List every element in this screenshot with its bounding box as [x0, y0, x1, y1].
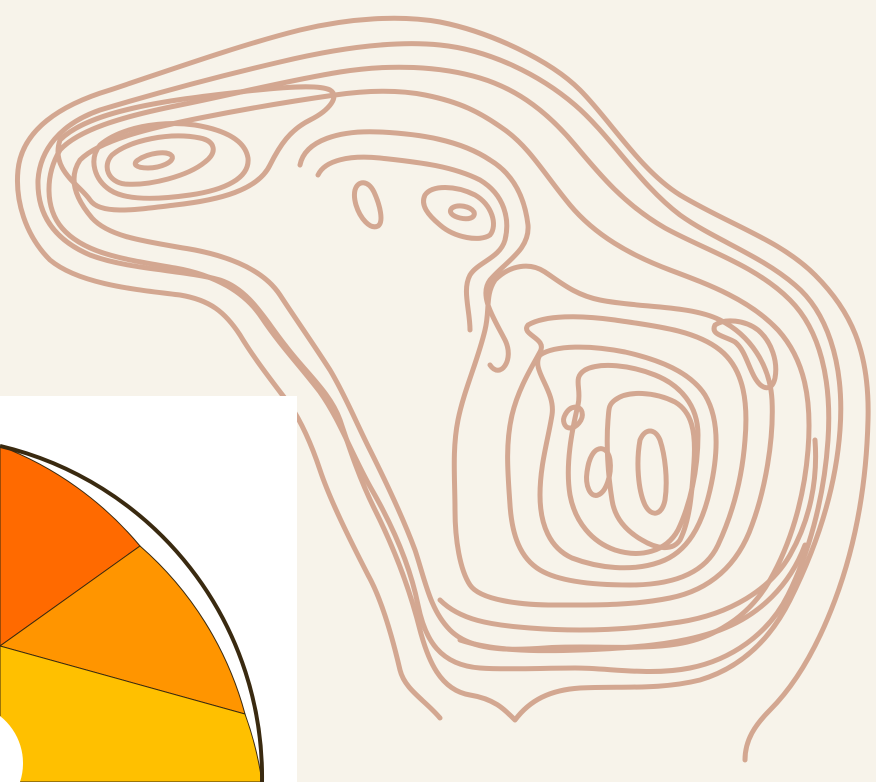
- contour-line: [447, 203, 477, 222]
- contour-line: [584, 446, 613, 498]
- wheel-segment: [0, 645, 263, 782]
- contour-line: [457, 542, 808, 654]
- contour-line: [104, 133, 216, 187]
- contour-line: [71, 88, 812, 652]
- color-wheel-fragment: [0, 444, 265, 782]
- wheel-outline: [0, 444, 265, 782]
- contour-line: [132, 150, 175, 171]
- color-wheel-panel: [0, 396, 297, 782]
- contour-line: [91, 121, 251, 201]
- contour-line: [451, 263, 775, 608]
- contour-line: [561, 404, 585, 431]
- contour-line: [505, 314, 749, 588]
- contour-line: [46, 64, 832, 675]
- contour-line: [535, 344, 719, 571]
- contour-line: [351, 180, 384, 230]
- contour-line: [437, 437, 819, 633]
- contour-line: [297, 129, 531, 373]
- wheel-hub: [0, 716, 24, 782]
- contour-line: [711, 318, 779, 391]
- contour-line: [604, 390, 697, 550]
- contour-line: [15, 15, 871, 763]
- contour-line: [55, 84, 337, 213]
- contour-line: [315, 154, 510, 333]
- contour-line: [421, 185, 496, 241]
- contour-line: [635, 428, 669, 516]
